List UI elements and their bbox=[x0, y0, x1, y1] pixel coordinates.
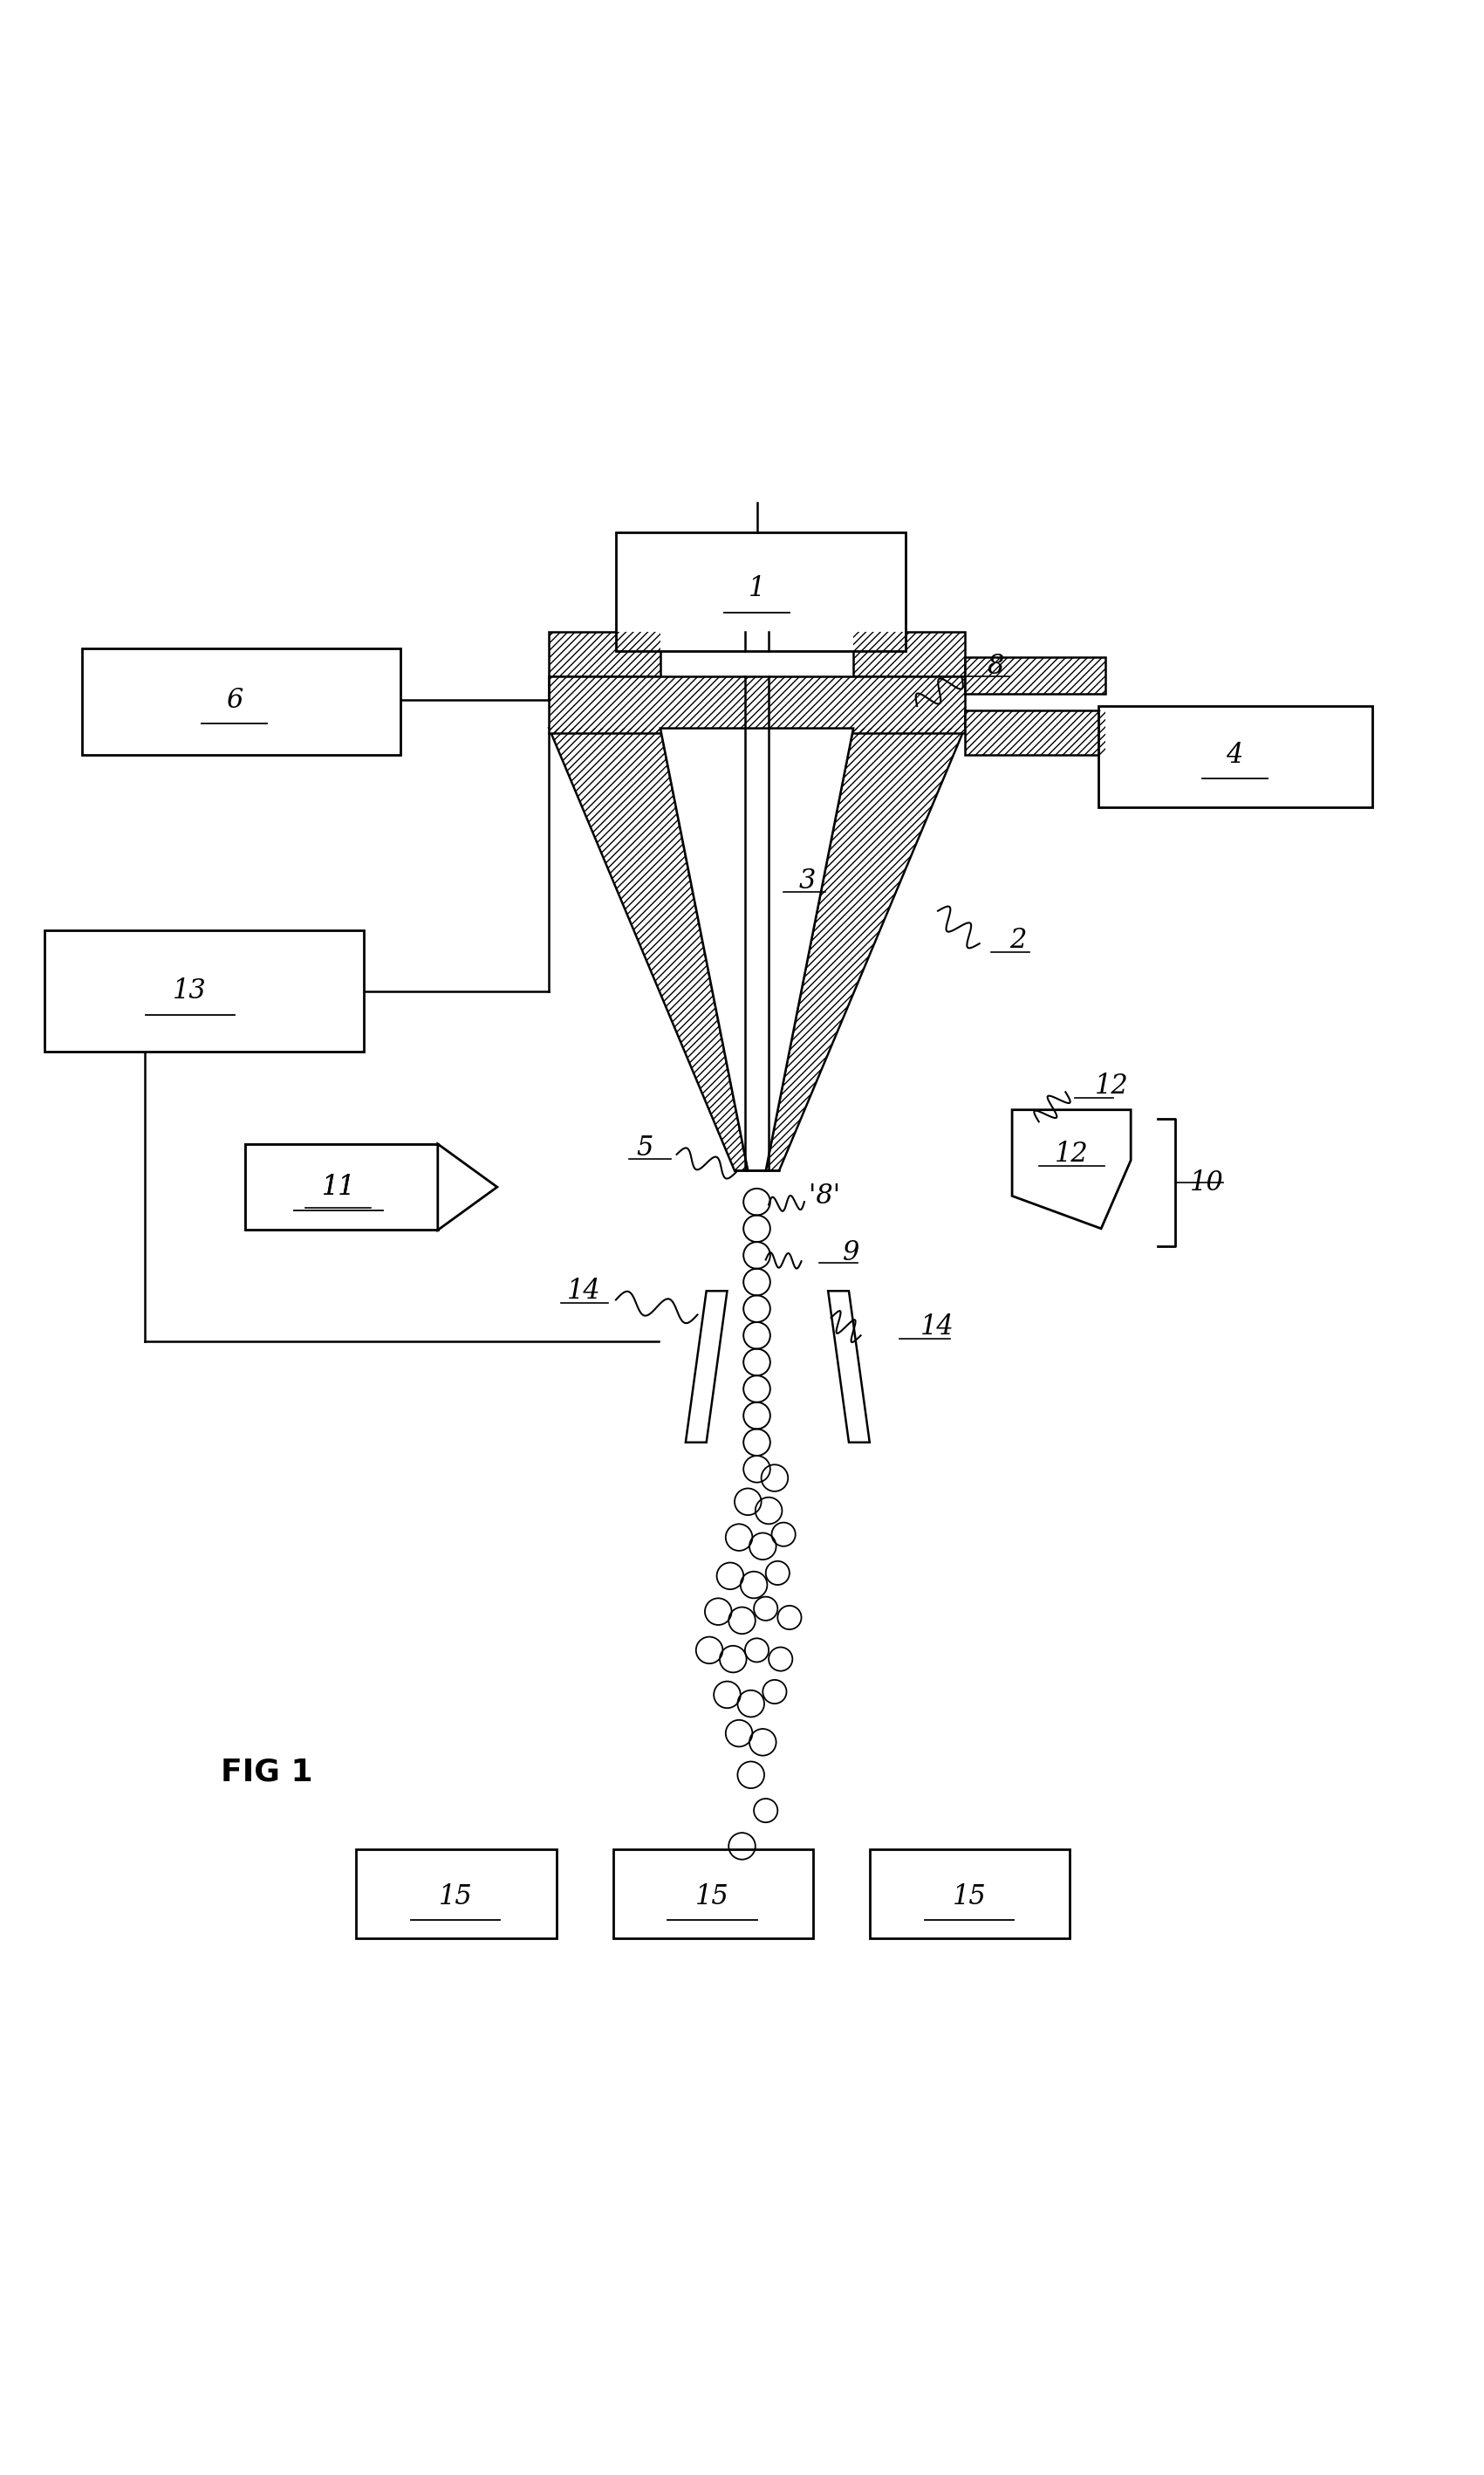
Text: '8': '8' bbox=[809, 1183, 840, 1210]
Text: 15: 15 bbox=[439, 1883, 472, 1911]
Polygon shape bbox=[766, 728, 965, 1171]
Polygon shape bbox=[1012, 1109, 1131, 1228]
Text: 14: 14 bbox=[920, 1314, 954, 1339]
Bar bbox=[549, 631, 660, 676]
Bar bbox=[965, 710, 1106, 755]
Text: 15: 15 bbox=[953, 1883, 985, 1911]
Text: 8: 8 bbox=[987, 653, 1003, 681]
Text: 6: 6 bbox=[226, 686, 243, 713]
Bar bbox=[549, 676, 965, 733]
Text: 4: 4 bbox=[1226, 742, 1244, 770]
Bar bbox=[549, 676, 965, 733]
Bar bbox=[245, 1143, 438, 1230]
Text: 11: 11 bbox=[322, 1173, 355, 1200]
Text: 12: 12 bbox=[1055, 1141, 1088, 1168]
Polygon shape bbox=[660, 728, 853, 1171]
Polygon shape bbox=[686, 1292, 727, 1443]
Bar bbox=[613, 1849, 813, 1938]
Bar bbox=[965, 710, 1106, 755]
Bar bbox=[965, 656, 1106, 693]
Text: 11: 11 bbox=[322, 1173, 355, 1200]
Bar bbox=[82, 648, 401, 755]
Text: 10: 10 bbox=[1190, 1168, 1224, 1195]
Bar bbox=[616, 532, 905, 651]
Text: 9: 9 bbox=[843, 1240, 859, 1265]
Text: 3: 3 bbox=[798, 869, 815, 896]
Bar bbox=[870, 1849, 1070, 1938]
Bar bbox=[853, 631, 965, 676]
Bar bbox=[965, 656, 1106, 693]
Text: 5: 5 bbox=[637, 1136, 653, 1161]
Bar bbox=[245, 1143, 438, 1230]
Text: 13: 13 bbox=[174, 978, 206, 1005]
Polygon shape bbox=[549, 728, 748, 1171]
Bar bbox=[356, 1849, 556, 1938]
Text: 2: 2 bbox=[1009, 928, 1025, 955]
Text: 15: 15 bbox=[696, 1883, 729, 1911]
Text: FIG 1: FIG 1 bbox=[221, 1757, 313, 1787]
Text: 12: 12 bbox=[1095, 1072, 1129, 1099]
Text: 14: 14 bbox=[567, 1277, 601, 1304]
Bar bbox=[1098, 705, 1373, 807]
Bar bbox=[853, 631, 965, 676]
Polygon shape bbox=[828, 1292, 870, 1443]
Text: 1: 1 bbox=[748, 574, 766, 601]
Bar bbox=[45, 931, 364, 1052]
Polygon shape bbox=[438, 1143, 497, 1230]
Bar bbox=[549, 631, 660, 676]
